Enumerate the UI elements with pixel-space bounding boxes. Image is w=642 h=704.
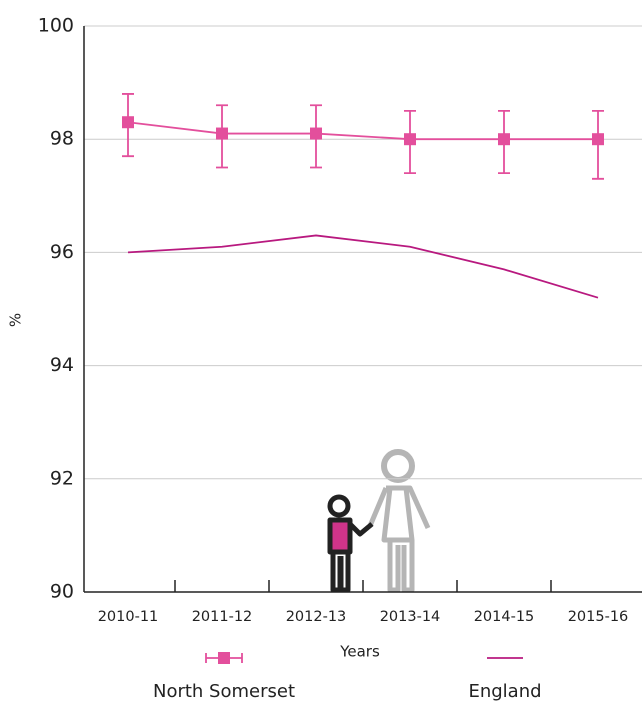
y-tick-label: 100 — [38, 15, 74, 37]
x-tick-label: 2013-14 — [380, 609, 441, 625]
y-tick-label: 98 — [50, 128, 74, 150]
x-tick-label: 2010-11 — [98, 609, 159, 625]
marker — [592, 133, 604, 146]
y-tick-label: 92 — [50, 467, 74, 489]
y-tick-label: 90 — [50, 581, 74, 603]
y-tick-label: 94 — [50, 354, 74, 376]
legend-label: North Somerset — [153, 681, 295, 702]
marker — [216, 127, 228, 140]
marker — [310, 127, 322, 140]
legend-symbol — [218, 652, 230, 664]
illustration — [327, 449, 431, 593]
x-axis-label: Years — [339, 643, 380, 661]
legend-label: England — [468, 681, 541, 702]
marker — [498, 133, 510, 146]
y-axis-label: % — [7, 313, 25, 327]
x-tick-label: 2012-13 — [286, 609, 347, 625]
y-tick-label: 96 — [50, 241, 74, 263]
series-line — [127, 121, 598, 141]
x-tick-label: 2014-15 — [474, 609, 535, 625]
marker — [404, 133, 416, 146]
marker — [122, 116, 134, 129]
x-tick-label: 2015-16 — [568, 609, 629, 625]
series-line — [127, 234, 599, 299]
x-tick-label: 2011-12 — [192, 609, 253, 625]
